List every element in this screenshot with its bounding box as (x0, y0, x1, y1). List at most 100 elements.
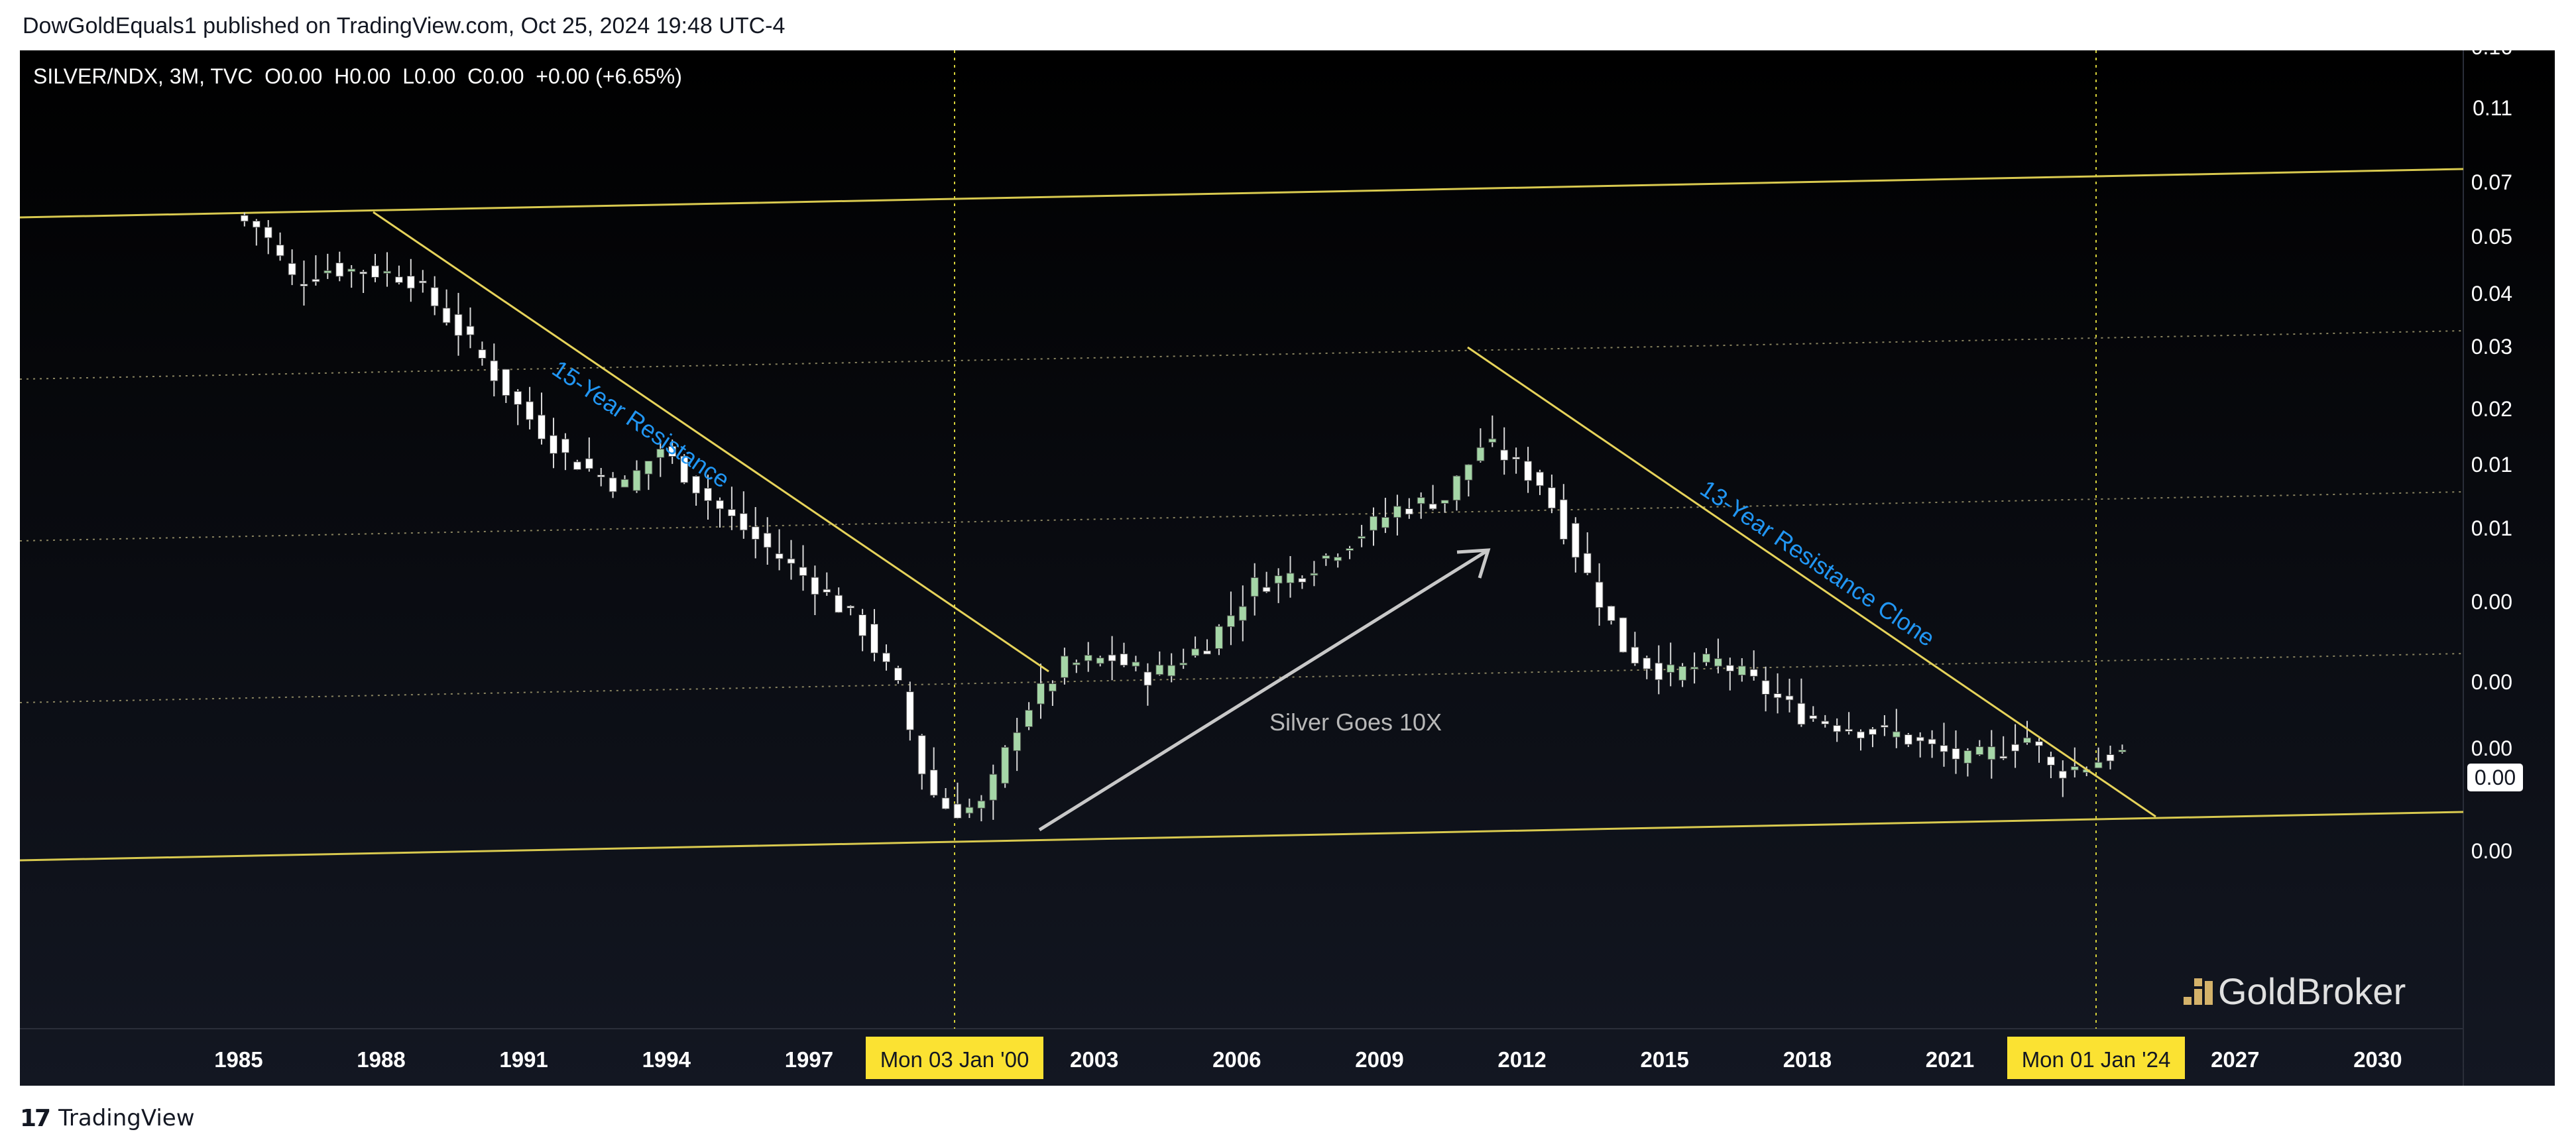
candle (1761, 666, 1770, 712)
candle-body (1120, 653, 1128, 666)
price-tick-label: 0.04 (2471, 282, 2512, 306)
candle (1904, 732, 1912, 747)
time-tick-label: 1988 (357, 1047, 405, 1072)
price-axis[interactable]: 0.16 0.11 0.07 0.05 0.04 0.03 0.02 0.01 0.01 0.00… (2471, 35, 2512, 863)
candle-body (799, 567, 807, 576)
candle-body (1761, 680, 1770, 695)
candle-body (1619, 617, 1627, 653)
candle-body (941, 797, 950, 809)
candle-body (1571, 522, 1580, 558)
candle-body (1821, 720, 1830, 724)
candle (1132, 656, 1140, 671)
candle-body (1440, 500, 1449, 504)
time-tick-label: 2006 (1212, 1047, 1261, 1072)
candle-body (1155, 664, 1164, 675)
candle-body (1643, 658, 1651, 669)
candle-body (1892, 731, 1901, 738)
candle-body (1262, 587, 1271, 593)
candle (1120, 642, 1128, 667)
candle (478, 341, 487, 366)
candle-body (252, 221, 261, 228)
candle-body (1381, 517, 1389, 528)
candle (1250, 563, 1259, 616)
candle (1179, 648, 1188, 669)
candle (989, 764, 998, 820)
time-tick-label: 2009 (1355, 1047, 1403, 1072)
candle (1737, 658, 1746, 682)
candle-body (1238, 606, 1247, 621)
candle-body (1298, 578, 1307, 583)
candle (454, 292, 463, 356)
candle-body (1773, 693, 1782, 699)
candle (1940, 722, 1948, 767)
candle-body (894, 667, 902, 681)
candle-body (823, 589, 831, 593)
candle (835, 587, 843, 613)
candle (418, 270, 427, 293)
resistance-line-15-year[interactable] (373, 211, 1049, 673)
candle (300, 260, 308, 306)
candle-body (359, 271, 368, 274)
publisher-line: DowGoldEquals1 published on TradingView.… (23, 13, 786, 38)
candle (799, 545, 807, 591)
time-tick-label: 2003 (1070, 1047, 1118, 1072)
lower-channel-line[interactable] (19, 811, 2464, 862)
candle (1370, 507, 1377, 546)
price-tick-label: 0.05 (2471, 225, 2512, 249)
highlight-date-2000: Mon 03 Jan '00 (866, 1037, 1043, 1079)
price-tick-label: 0.16 (2471, 35, 2512, 59)
candle-body (466, 325, 475, 335)
candle (2106, 746, 2115, 770)
candle (1619, 617, 1627, 653)
candle-body (2046, 756, 2055, 766)
candle (882, 644, 890, 671)
candle (977, 795, 986, 822)
candle-body (1797, 703, 1806, 725)
candle-body (835, 595, 843, 613)
candle (1298, 575, 1307, 589)
candle-body (1393, 506, 1401, 518)
candle-body (2023, 737, 2031, 744)
candle-body (2011, 744, 2020, 752)
candle (1226, 591, 1235, 646)
upper-channel-line[interactable] (19, 168, 2464, 219)
candle (1072, 660, 1081, 673)
candle-body (1108, 654, 1116, 661)
candle-body (847, 605, 855, 608)
candle-body (1940, 745, 1948, 752)
time-axis[interactable]: 1985 1988 1991 1994 1997 2003 2006 2009 2012 2015… (214, 1047, 2402, 1072)
candle-body (478, 349, 487, 359)
tradingview-brand[interactable]: 17 TradingView (20, 1102, 195, 1135)
candle-body (1310, 573, 1318, 576)
candle (490, 343, 498, 396)
candle (739, 491, 748, 539)
candle-body (882, 652, 890, 663)
candle (1381, 498, 1389, 534)
candle (1167, 653, 1176, 683)
candle-body (1405, 508, 1413, 515)
candle (335, 251, 344, 282)
candle (1262, 571, 1271, 593)
candle (1512, 447, 1521, 474)
candle (1952, 730, 1960, 774)
candle-body (1916, 736, 1924, 742)
candle (1547, 475, 1556, 514)
price-tick-label: 0.07 (2471, 170, 2512, 194)
price-tick-label: 0.03 (2471, 335, 2512, 359)
goldbroker-logo-text: GoldBroker (2218, 970, 2406, 1012)
candle (906, 681, 914, 741)
candle-body (632, 470, 641, 491)
candle (550, 418, 557, 469)
candle (1690, 652, 1699, 684)
candle (1476, 428, 1485, 463)
candle (1963, 748, 1972, 777)
resistance-line-13-year-clone[interactable] (1467, 346, 2156, 818)
candle (1084, 642, 1092, 672)
candle-body (989, 774, 998, 801)
candle-body (1179, 662, 1188, 665)
candle-body (1286, 573, 1295, 583)
candle (394, 265, 403, 285)
tradingview-logo-icon: 17 (20, 1104, 51, 1132)
candle (538, 392, 546, 445)
